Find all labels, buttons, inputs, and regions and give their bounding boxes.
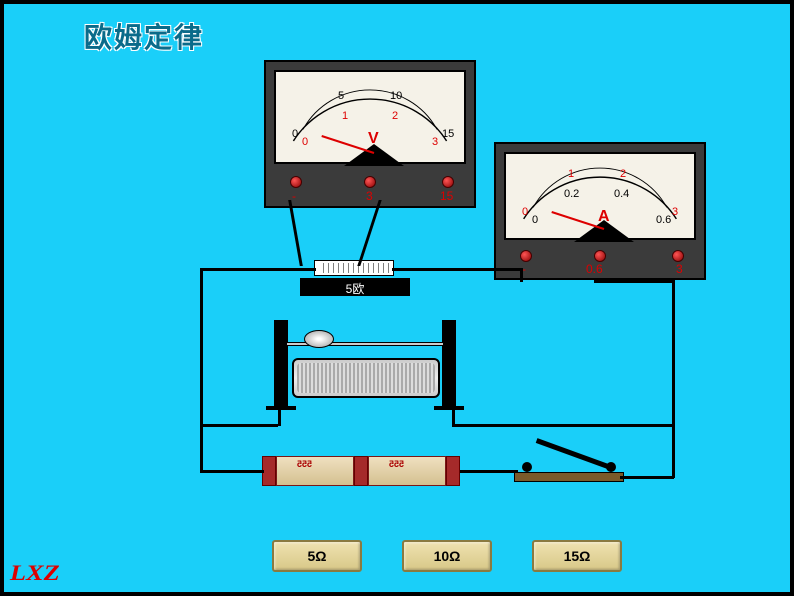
battery-cap-r	[446, 456, 460, 486]
wire-batt-switch	[460, 470, 518, 473]
volt-term-label-neg: -	[292, 189, 296, 203]
wire-switch-right	[620, 476, 674, 479]
amp-terminal-neg[interactable]	[520, 250, 532, 262]
rheostat-foot-l	[266, 406, 296, 410]
fixed-resistor-base: 5欧	[300, 278, 410, 296]
battery-2-label: 555	[389, 459, 404, 469]
volt-scale-top-0: 0	[292, 128, 298, 140]
wire-mid-up-r	[452, 408, 455, 426]
switch-pivot-l	[522, 462, 532, 472]
switch-base	[514, 472, 624, 482]
amp-terminal-06[interactable]	[594, 250, 606, 262]
wire-left-vert	[200, 268, 203, 472]
fixed-resistor-coil	[314, 260, 394, 276]
volt-terminal-15[interactable]	[442, 176, 454, 188]
wire-right-vert	[672, 280, 675, 478]
wire-mid-right-v	[672, 424, 675, 427]
rheostat-slider[interactable]	[304, 330, 334, 348]
rheostat-body	[292, 358, 440, 398]
battery-cap-m	[354, 456, 368, 486]
rheostat-post-right	[442, 320, 456, 410]
volt-scale-top-1: 5	[338, 90, 344, 102]
wire-mid-up-l	[278, 408, 281, 426]
amp-terminal-3[interactable]	[672, 250, 684, 262]
battery-1: 555	[276, 456, 354, 486]
amp-scale-top-1: 1	[568, 168, 574, 180]
wire-mid-right	[452, 424, 674, 427]
volt-scale-top-2: 10	[390, 90, 402, 102]
battery-cap-l	[262, 456, 276, 486]
wire-bottom-left	[200, 470, 264, 473]
volt-scale-bot-2: 2	[392, 110, 398, 122]
battery-2: 555	[368, 456, 446, 486]
amp-scale-top-3: 3	[672, 206, 678, 218]
wire-v-left	[288, 200, 303, 266]
amp-term-label-06: 0.6	[586, 262, 603, 276]
rheostat-foot-r	[434, 406, 464, 410]
amp-term-label-3: 3	[676, 262, 683, 276]
page-title: 欧姆定律	[84, 16, 204, 56]
amp-scale-top-0: 0	[522, 206, 528, 218]
resistor-button-15-label: 15Ω	[564, 548, 591, 564]
amp-scale-bot-2: 0.4	[614, 188, 629, 200]
volt-scale-bot-0: 0	[302, 136, 308, 148]
ammeter: 0 1 2 3 0 0.2 0.4 0.6 A - 0.6 3	[494, 142, 706, 280]
battery-1-label: 555	[297, 459, 312, 469]
volt-scale-bot-3: 3	[432, 136, 438, 148]
fixed-resistor-label: 5欧	[301, 280, 409, 297]
volt-scale-bot-1: 1	[342, 110, 348, 122]
switch-arm[interactable]	[536, 438, 613, 470]
volt-terminal-3[interactable]	[364, 176, 376, 188]
amp-scale-bot-1: 0.2	[564, 188, 579, 200]
wire-top-right	[392, 268, 522, 271]
rheostat-post-left	[274, 320, 288, 410]
resistor-button-10-label: 10Ω	[434, 548, 461, 564]
resistor-button-15[interactable]: 15Ω	[532, 540, 622, 572]
voltmeter: 0 5 10 15 0 1 2 3 V - 3 15	[264, 60, 476, 208]
volt-scale-top-3: 15	[442, 128, 454, 140]
volt-term-label-3: 3	[366, 189, 373, 203]
wire-top-left	[200, 268, 316, 271]
wire-amp-right	[594, 280, 674, 283]
wire-v-right	[357, 200, 381, 266]
volt-terminal-neg[interactable]	[290, 176, 302, 188]
resistor-button-10[interactable]: 10Ω	[402, 540, 492, 572]
amp-scale-bot-0: 0	[532, 214, 538, 226]
amp-scale-bot-3: 0.6	[656, 214, 671, 226]
logo: LXZ	[10, 560, 60, 586]
amp-scale-top-2: 2	[620, 168, 626, 180]
resistor-button-5-label: 5Ω	[307, 548, 326, 564]
wire-mid-left	[200, 424, 278, 427]
resistor-button-5[interactable]: 5Ω	[272, 540, 362, 572]
wire-amp-down	[520, 268, 523, 282]
volt-term-label-15: 15	[440, 189, 453, 203]
